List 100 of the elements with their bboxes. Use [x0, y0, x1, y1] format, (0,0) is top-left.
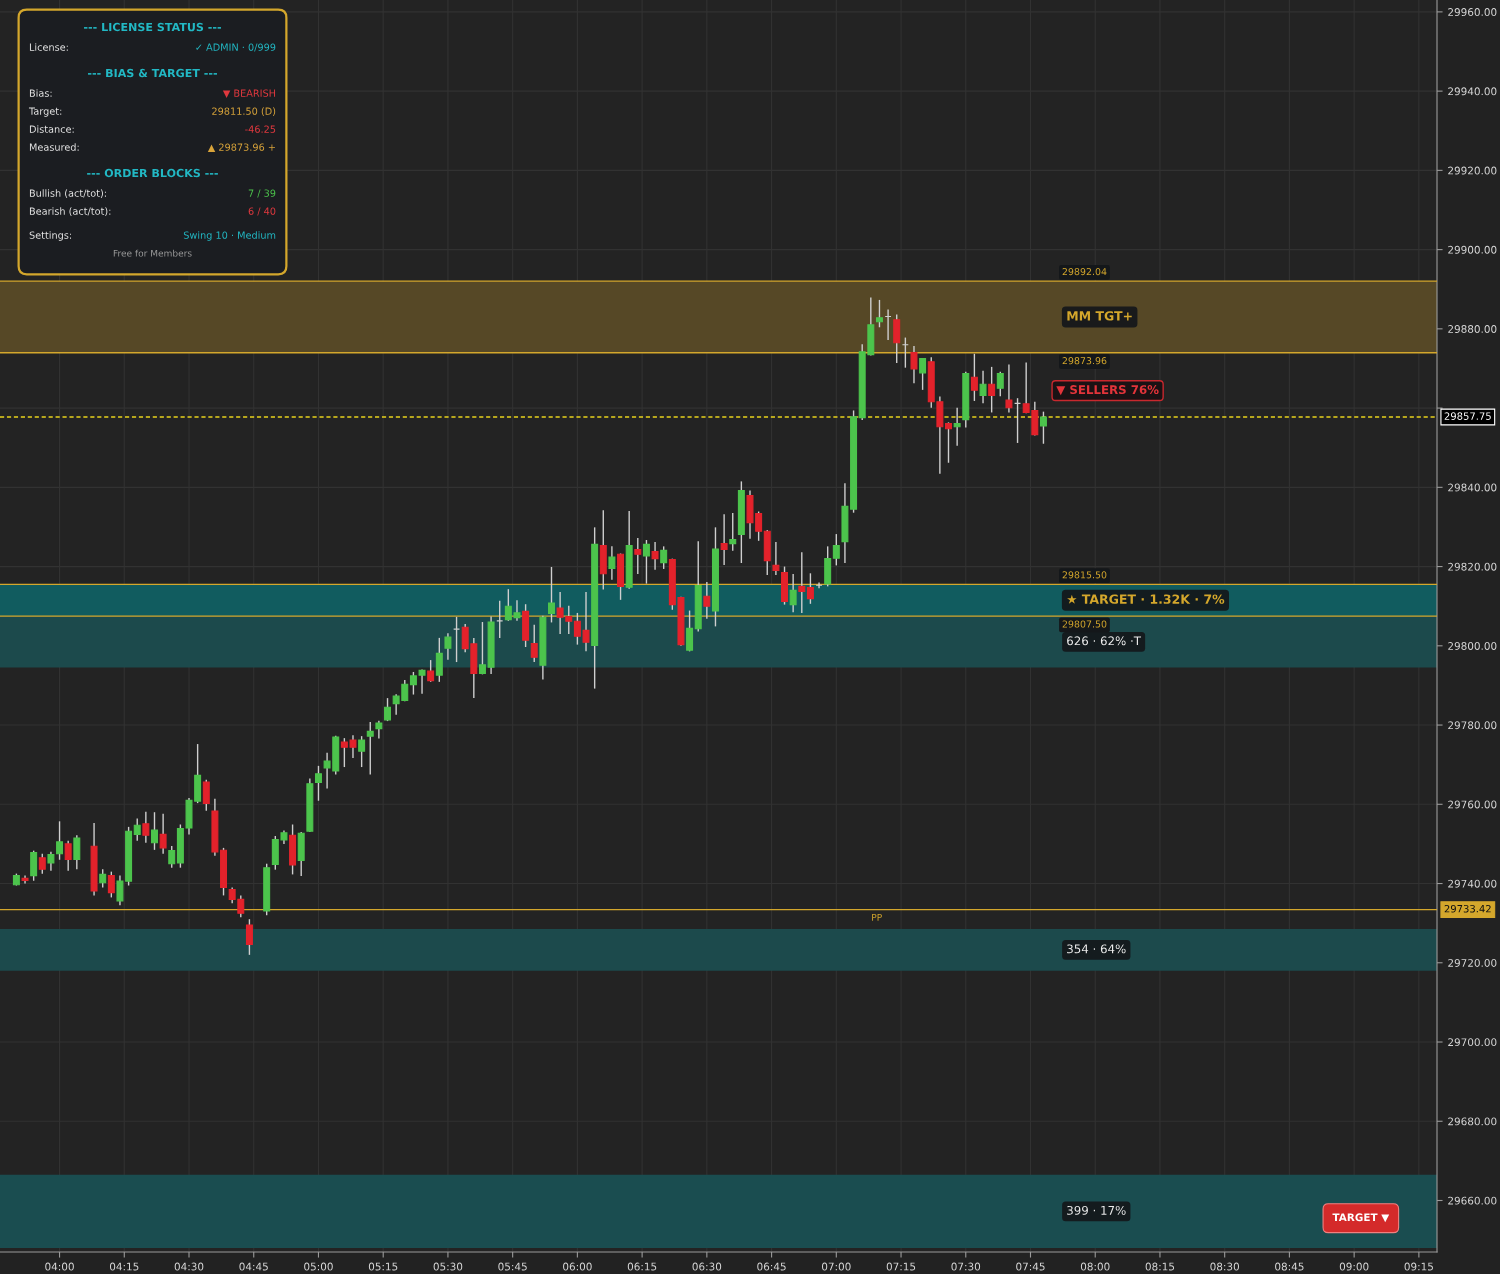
annotation: Free for Members	[113, 249, 192, 257]
annotation: PP	[872, 914, 882, 921]
candlestick	[99, 868, 107, 889]
x-tick-label: 04:00	[45, 1262, 74, 1271]
annotation: --- LICENSE STATUS ---	[84, 22, 221, 32]
candlestick	[151, 811, 158, 851]
candlestick	[798, 551, 806, 614]
candlestick	[660, 545, 668, 570]
y-tick-label: 29760.00	[1448, 800, 1497, 809]
annotation: Settings:	[29, 231, 72, 241]
candlestick	[245, 918, 253, 956]
x-tick-label: 04:45	[239, 1262, 268, 1271]
x-tick-label: 08:15	[1145, 1262, 1175, 1271]
x-tick-label: 06:00	[563, 1262, 592, 1271]
annotation: ▲ 29873.96 +	[207, 143, 275, 152]
y-tick-label: 29920.00	[1448, 166, 1497, 175]
candlestick	[789, 573, 797, 613]
candlestick	[651, 541, 659, 571]
y-tick-label: 29780.00	[1448, 721, 1497, 730]
x-tick-label: 05:30	[433, 1262, 463, 1271]
candlestick	[548, 566, 555, 624]
candlestick	[832, 533, 840, 567]
band-label: 626 · 62% ·T	[1067, 636, 1142, 646]
y-tick-label: 29660.00	[1448, 1196, 1497, 1205]
candlestick	[314, 765, 322, 802]
y-tick-label: 29800.00	[1448, 642, 1497, 650]
y-tick-label: 29840.00	[1448, 483, 1497, 492]
x-tick-label: 04:30	[174, 1262, 204, 1271]
x-tick-label: 08:00	[1080, 1262, 1110, 1271]
x-tick-label: 06:45	[757, 1262, 786, 1271]
x-tick-label: 05:45	[498, 1262, 527, 1271]
candlestick	[634, 537, 642, 575]
candlestick	[133, 817, 141, 842]
y-tick-label: 29700.00	[1448, 1038, 1497, 1047]
annotation: 7 / 39	[248, 189, 276, 198]
annotation: -46.25	[245, 125, 276, 133]
candlestick	[720, 513, 728, 566]
band-label: ★ TARGET · 1.32K · 7%	[1067, 594, 1225, 604]
annotation: ▼ BEARISH	[222, 89, 276, 98]
annotation: Distance:	[29, 125, 74, 133]
y-tick-label: 29740.00	[1448, 879, 1497, 888]
y-tick-label: 29960.00	[1448, 8, 1497, 16]
candlestick	[159, 813, 167, 855]
candlestick	[1005, 363, 1013, 414]
x-tick-label: 09:00	[1339, 1262, 1369, 1271]
candlestick	[38, 853, 46, 875]
candlestick	[979, 370, 987, 405]
x-tick-label: 07:15	[886, 1262, 916, 1271]
candlestick	[806, 572, 814, 605]
candlestick	[478, 621, 486, 676]
ref-line-label: 29807.50	[1062, 620, 1107, 628]
candlestick	[30, 849, 38, 882]
annotation: --- BIAS & TARGET ---	[88, 68, 217, 78]
candlestick	[366, 721, 374, 776]
candlestick	[893, 313, 901, 364]
x-tick-label: 08:30	[1210, 1262, 1239, 1271]
candlestick	[21, 874, 29, 885]
x-tick-label: 04:15	[109, 1262, 139, 1271]
ref-line-label: 29873.96	[1062, 357, 1107, 365]
candlestick	[358, 735, 366, 768]
y-tick-label: 29680.00	[1448, 1117, 1497, 1126]
annotation: Bearish (act/tot):	[29, 207, 111, 216]
x-tick-label: 05:00	[304, 1262, 333, 1271]
ref-line-label: 29815.50	[1062, 571, 1107, 579]
candlestick	[703, 581, 711, 620]
candlestick	[1039, 410, 1047, 445]
annotation: Bullish (act/tot):	[29, 189, 106, 198]
candlestick	[608, 545, 616, 581]
candlestick	[945, 421, 952, 464]
x-tick-label: 07:45	[1016, 1262, 1045, 1271]
candlestick	[772, 541, 780, 576]
candlestick	[64, 840, 72, 872]
x-tick-label: 07:30	[951, 1262, 981, 1271]
candlestick	[47, 851, 55, 872]
x-tick-label: 06:15	[627, 1262, 657, 1271]
candlestick	[202, 779, 210, 812]
candlestick	[996, 370, 1004, 397]
candlestick	[530, 624, 538, 663]
annotation: ▼ SELLERS 76%	[1056, 385, 1159, 396]
x-tick-label: 05:15	[368, 1262, 398, 1271]
candlestick	[729, 512, 737, 552]
candlestick	[642, 539, 650, 585]
annotation: TARGET ▼	[1332, 1213, 1390, 1223]
candlestick	[953, 406, 961, 447]
x-tick-label: 08:45	[1275, 1262, 1304, 1271]
annotation: Measured:	[29, 143, 79, 151]
candlestick	[56, 820, 64, 861]
annotation: 6 / 40	[248, 207, 276, 216]
ref-line-label: 29733.42	[1444, 904, 1491, 913]
y-tick-label: 29880.00	[1448, 325, 1497, 333]
candlestick	[427, 659, 435, 683]
candlestick	[919, 357, 927, 391]
candlestick	[107, 870, 115, 899]
y-tick-label: 29720.00	[1448, 959, 1497, 967]
x-tick-label: 07:00	[821, 1262, 851, 1271]
candlestick	[435, 637, 443, 683]
x-tick-label: 06:30	[692, 1262, 722, 1271]
annotation: Bias:	[29, 89, 52, 97]
annotation: ✓ ADMIN · 0/999	[196, 43, 276, 52]
candlestick	[142, 811, 150, 844]
